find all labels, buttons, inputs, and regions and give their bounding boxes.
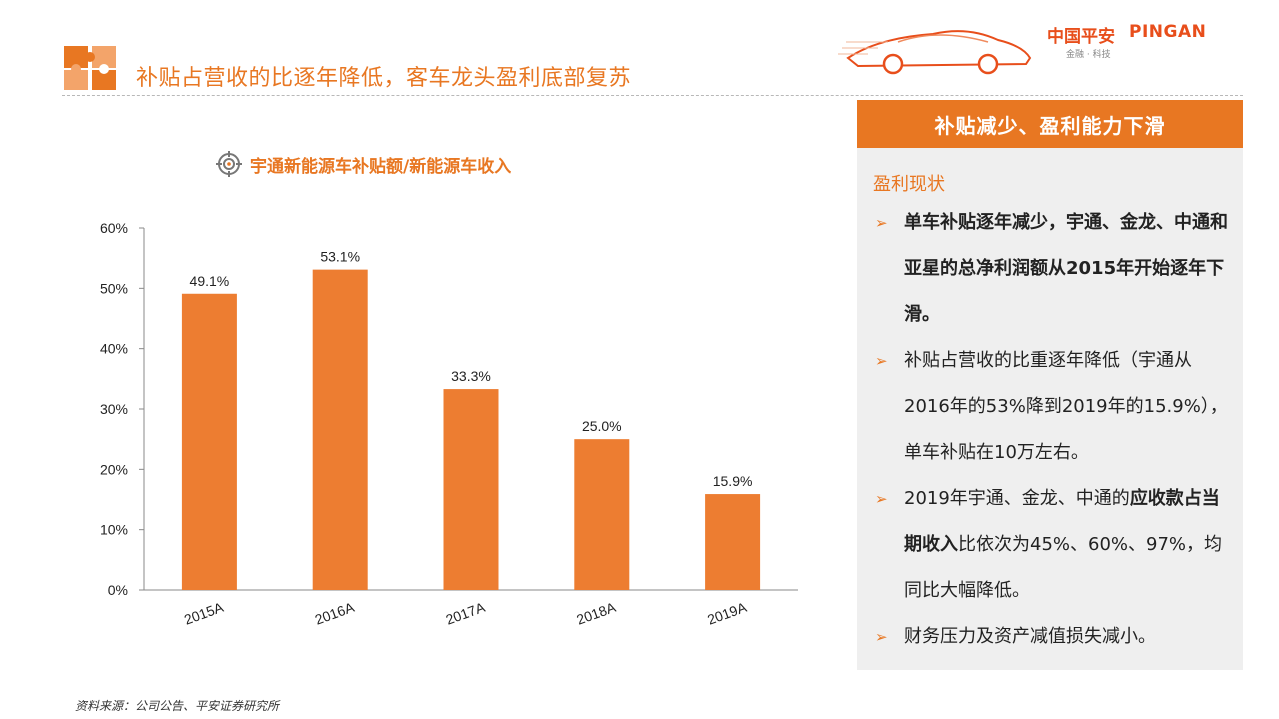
arrow-bullet-icon: ➢: [875, 490, 888, 508]
brand-name-en: PINGAN: [1129, 22, 1207, 42]
data-label: 53.1%: [320, 249, 360, 265]
arrow-bullet-icon: ➢: [875, 352, 888, 370]
brand-name-cn: 中国平安: [1047, 27, 1115, 47]
chart-title: 宇通新能源车补贴额/新能源车收入: [250, 156, 512, 177]
y-tick-label: 20%: [100, 461, 128, 477]
target-icon: [216, 151, 242, 177]
x-tick-label: 2018A: [574, 599, 618, 628]
bullet-text: 应收款占当期收入: [904, 488, 1220, 555]
bullet-item: ➢ 2019年宇通、金龙、中通的应收款占当期收入比依次为45%、60%、97%，均…: [857, 476, 1243, 614]
arrow-bullet-icon: ➢: [875, 214, 888, 232]
bullet-text: 补贴占营收的比重逐年降低（宇通从2016年的53%降到2019年的15.9%），…: [904, 350, 1228, 463]
bullet-item: ➢ 单车补贴逐年减少，宇通、金龙、中通和亚星的总净利润额从2015年开始逐年下滑。: [857, 200, 1243, 338]
y-tick-label: 0%: [108, 582, 128, 598]
panel-header: 补贴减少、盈利能力下滑: [857, 100, 1243, 148]
y-tick-label: 60%: [100, 220, 128, 236]
y-tick-label: 40%: [100, 341, 128, 357]
x-tick-label: 2015A: [182, 599, 226, 628]
title-divider: [62, 95, 1243, 96]
sports-car-icon: [838, 30, 1032, 75]
y-tick-label: 50%: [100, 280, 128, 296]
source-note: 资料来源：公司公告、平安证券研究所: [75, 699, 280, 713]
bar: [574, 439, 630, 590]
chart-title-block: 宇通新能源车补贴额/新能源车收入: [216, 150, 511, 178]
bullet-list: ➢ 单车补贴逐年减少，宇通、金龙、中通和亚星的总净利润额从2015年开始逐年下滑。…: [857, 200, 1243, 660]
x-tick-label: 2017A: [444, 599, 488, 628]
bullet-text: 单车补贴逐年减少，宇通、金龙、中通和亚星的总净利润额从2015年开始逐年下滑。: [904, 212, 1228, 325]
bar: [443, 389, 499, 590]
bar: [312, 269, 368, 590]
data-label: 15.9%: [713, 473, 753, 489]
puzzle-logo-icon: [64, 46, 116, 90]
bar-chart: 0% 10% 20% 30% 40% 50% 60% 49.1% 2015A 53.1% 2016A…: [100, 220, 798, 628]
bullet-text: 财务压力及资产减值损失减小。: [904, 626, 1156, 647]
x-tick-label: 2019A: [705, 599, 749, 628]
y-tick-label: 10%: [100, 522, 128, 538]
data-label: 33.3%: [451, 368, 491, 384]
bullet-text: 2019年宇通、金龙、中通的: [904, 488, 1130, 509]
bullet-item: ➢ 补贴占营收的比重逐年降低（宇通从2016年的53%降到2019年的15.9%）…: [857, 338, 1243, 476]
bullet-item: ➢ 财务压力及资产减值损失减小。: [857, 614, 1243, 660]
bar: [705, 494, 761, 590]
x-tick-label: 2016A: [313, 599, 357, 628]
y-tick-label: 30%: [100, 401, 128, 417]
bar: [181, 293, 237, 590]
data-label: 25.0%: [582, 418, 622, 434]
summary-panel: 补贴减少、盈利能力下滑 盈利现状 ➢ 单车补贴逐年减少，宇通、金龙、中通和亚星的总…: [857, 100, 1243, 670]
arrow-bullet-icon: ➢: [875, 628, 888, 646]
brand-tagline: 金融 · 科技: [1066, 50, 1111, 60]
section-title: 盈利现状: [873, 174, 945, 195]
data-label: 49.1%: [190, 273, 230, 289]
page-title: 补贴占营收的比逐年降低，客车龙头盈利底部复苏: [136, 66, 632, 91]
bullet-text: 比依次为45%、60%、97%，均同比大幅降低。: [904, 534, 1223, 601]
